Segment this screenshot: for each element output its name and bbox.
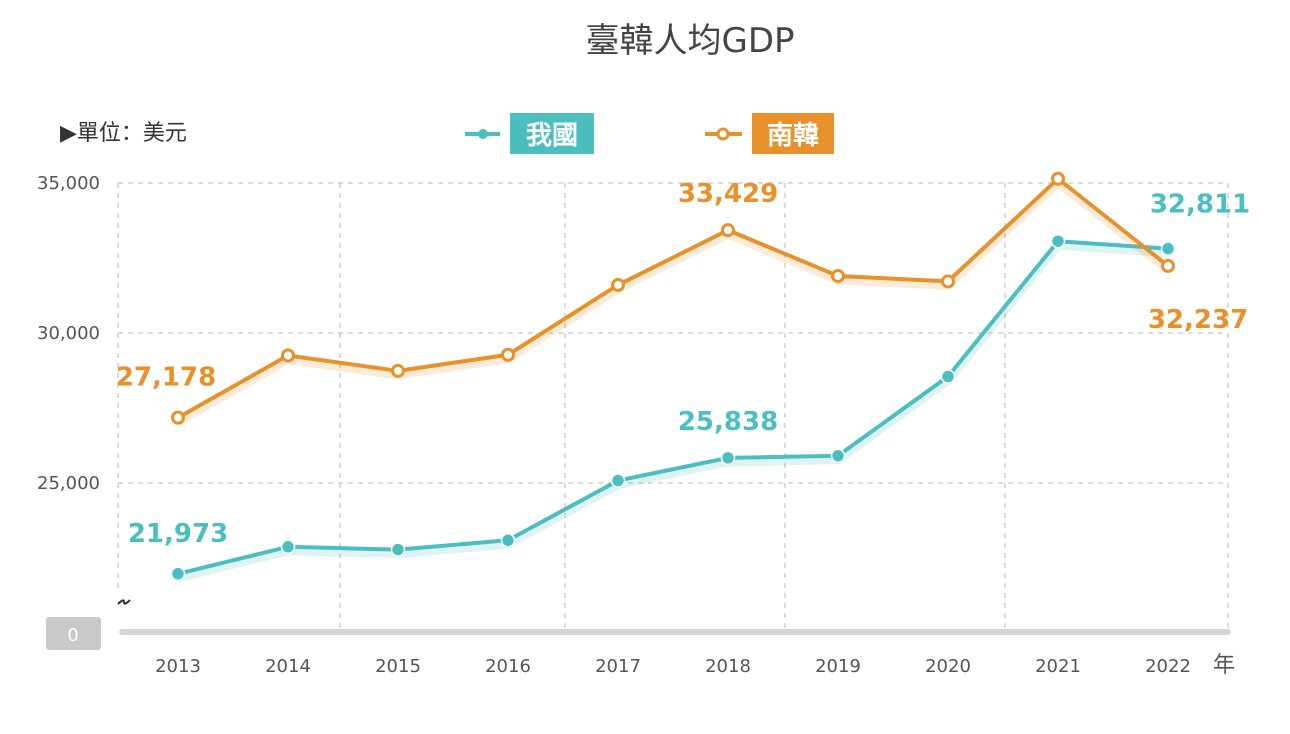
data-point-taiwan [390,542,406,557]
legend-box-korea [752,113,834,154]
y-axis-ticks: 35,000 30,000 25,000 [37,173,100,494]
y-tick-label: 25,000 [37,473,100,494]
x-tick-label: 2013 [155,656,201,677]
data-point-korea [941,274,955,289]
data-point-taiwan [500,533,516,548]
data-point-taiwan [1050,233,1066,249]
data-label-taiwan: 32,811 [1150,190,1250,220]
grid [117,182,1229,630]
x-axis-unit: 年 [1213,653,1235,678]
series-line-korea [177,176,1170,420]
data-point-korea [1051,171,1065,186]
y-zero-tick: 0 [46,617,101,650]
data-label-korea: 27,178 [116,363,216,393]
data-point-korea [611,277,625,292]
series-line-shadow [176,240,1169,583]
x-tick-label: 2015 [375,656,421,677]
series-line-shadow [175,176,1171,426]
x-tick-label: 2018 [705,656,751,677]
data-point-taiwan [610,473,626,488]
series-layer [170,171,1176,583]
legend-item-taiwan: 我國 [465,113,594,154]
x-tick-label: 2021 [1035,656,1081,677]
axis-break-icon [117,599,131,605]
x-tick-label: 2019 [815,656,861,677]
x-axis-ticks: 2013 2014 2015 2016 2017 2018 2019 2020 2021 2022 [155,656,1191,677]
data-point-taiwan [940,369,956,384]
zero-label-box [46,617,101,650]
x-tick-label: 2017 [595,656,641,677]
unit-label: ▶單位：美元 [60,121,187,146]
legend-label-taiwan: 我國 [526,121,578,151]
data-label-korea: 33,429 [678,179,778,209]
data-point-korea [1161,258,1175,273]
series-line-taiwan [177,239,1169,576]
data-point-taiwan [170,566,186,582]
data-label-korea: 32,237 [1148,305,1248,335]
data-point-korea [391,363,405,378]
legend-box-taiwan [510,113,594,154]
data-point-korea [171,410,185,425]
legend: 我國 南韓 [465,113,834,154]
zero-label: 0 [67,625,78,646]
data-point-korea [721,223,735,238]
data-label-taiwan: 21,973 [128,519,228,549]
legend-label-korea: 南韓 [767,121,819,151]
data-point-korea [831,268,845,283]
data-label-taiwan: 25,838 [678,407,778,437]
data-point-korea [501,347,515,362]
data-point-taiwan [720,450,736,466]
x-tick-label: 2014 [265,656,311,677]
y-tick-label: 35,000 [37,173,100,194]
legend-marker-korea [716,127,730,141]
legend-item-korea: 南韓 [705,113,834,154]
data-point-taiwan [280,539,296,555]
data-point-korea [281,348,295,363]
x-tick-label: 2022 [1145,656,1191,677]
legend-marker-taiwan [478,129,488,139]
x-tick-label: 2016 [485,656,531,677]
data-labels-layer: 21,973 25,838 32,811 27,178 33,429 32,237 [116,179,1250,549]
y-tick-label: 30,000 [37,323,100,344]
data-point-taiwan [830,448,846,464]
data-point-taiwan [1160,241,1176,256]
x-tick-label: 2020 [925,656,971,677]
chart-title: 臺韓人均GDP [585,21,794,61]
